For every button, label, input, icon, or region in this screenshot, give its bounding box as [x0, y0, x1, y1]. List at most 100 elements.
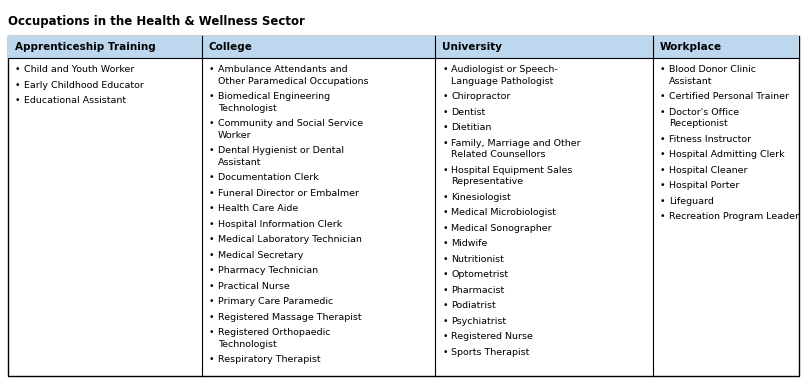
Bar: [8, 36, 202, 58]
Text: Pharmacy Technician: Pharmacy Technician: [218, 266, 318, 275]
Text: •: •: [442, 92, 448, 101]
Text: •: •: [208, 355, 214, 364]
Text: Kinesiologist: Kinesiologist: [451, 193, 511, 201]
Text: •: •: [208, 119, 214, 128]
Text: Workplace: Workplace: [659, 42, 722, 52]
Text: •: •: [442, 270, 448, 279]
Text: Medical Laboratory Technician: Medical Laboratory Technician: [218, 235, 361, 244]
Text: •: •: [659, 150, 665, 159]
Text: •: •: [659, 134, 665, 144]
Text: •: •: [208, 65, 214, 74]
Text: Doctor's Office: Doctor's Office: [669, 107, 739, 117]
Text: Hospital Admitting Clerk: Hospital Admitting Clerk: [669, 150, 784, 159]
Text: Dietitian: Dietitian: [451, 123, 492, 132]
Text: •: •: [208, 146, 214, 155]
Text: •: •: [208, 266, 214, 275]
Text: Psychiatrist: Psychiatrist: [451, 317, 506, 325]
Text: Registered Nurse: Registered Nurse: [451, 332, 533, 341]
Text: Hospital Equipment Sales: Hospital Equipment Sales: [451, 165, 572, 175]
Text: •: •: [659, 196, 665, 206]
Text: •: •: [442, 65, 448, 74]
Text: •: •: [442, 317, 448, 325]
Text: Sports Therapist: Sports Therapist: [451, 348, 530, 356]
Text: •: •: [208, 92, 214, 101]
Text: •: •: [442, 223, 448, 233]
Text: •: •: [442, 193, 448, 201]
Text: Medical Secretary: Medical Secretary: [218, 251, 303, 259]
Text: Child and Youth Worker: Child and Youth Worker: [24, 65, 134, 74]
Text: Fitness Instructor: Fitness Instructor: [669, 134, 751, 144]
Text: Nutritionist: Nutritionist: [451, 254, 504, 264]
Text: Assistant: Assistant: [218, 157, 262, 167]
Text: Biomedical Engineering: Biomedical Engineering: [218, 92, 330, 101]
Text: Primary Care Paramedic: Primary Care Paramedic: [218, 297, 333, 306]
Text: •: •: [208, 173, 214, 182]
Text: Other Paramedical Occupations: Other Paramedical Occupations: [218, 76, 369, 86]
Text: Documentation Clerk: Documentation Clerk: [218, 173, 319, 182]
Text: •: •: [442, 254, 448, 264]
Text: Community and Social Service: Community and Social Service: [218, 119, 363, 128]
Text: Respiratory Therapist: Respiratory Therapist: [218, 355, 320, 364]
Text: Blood Donor Clinic: Blood Donor Clinic: [669, 65, 756, 74]
Text: •: •: [442, 123, 448, 132]
Text: •: •: [659, 92, 665, 101]
Text: •: •: [208, 328, 214, 337]
Text: Optometrist: Optometrist: [451, 270, 508, 279]
Text: •: •: [208, 251, 214, 259]
Text: •: •: [442, 348, 448, 356]
Text: •: •: [208, 282, 214, 290]
Bar: [202, 36, 436, 58]
Text: •: •: [208, 188, 214, 197]
Text: •: •: [208, 220, 214, 228]
Text: College: College: [208, 42, 253, 52]
Text: Medical Microbiologist: Medical Microbiologist: [451, 208, 556, 217]
Text: Funeral Director or Embalmer: Funeral Director or Embalmer: [218, 188, 359, 197]
Text: Hospital Cleaner: Hospital Cleaner: [669, 165, 747, 175]
Text: Recreation Program Leader: Recreation Program Leader: [669, 212, 799, 221]
Text: Hospital Porter: Hospital Porter: [669, 181, 739, 190]
Text: Registered Orthopaedic: Registered Orthopaedic: [218, 328, 330, 337]
Text: •: •: [659, 181, 665, 190]
Text: •: •: [208, 312, 214, 322]
Text: Language Pathologist: Language Pathologist: [451, 76, 554, 86]
Text: •: •: [442, 301, 448, 310]
Text: Apprenticeship Training: Apprenticeship Training: [15, 42, 155, 52]
Text: •: •: [659, 65, 665, 74]
Text: University: University: [442, 42, 502, 52]
Text: Midwife: Midwife: [451, 239, 488, 248]
Text: Dental Hygienist or Dental: Dental Hygienist or Dental: [218, 146, 344, 155]
Text: Technologist: Technologist: [218, 340, 277, 348]
Text: •: •: [442, 239, 448, 248]
Text: •: •: [442, 139, 448, 147]
Text: Chiropractor: Chiropractor: [451, 92, 510, 101]
Text: Practical Nurse: Practical Nurse: [218, 282, 290, 290]
Text: •: •: [442, 107, 448, 117]
Bar: [8, 36, 799, 376]
Text: •: •: [442, 208, 448, 217]
Text: Dentist: Dentist: [451, 107, 485, 117]
Text: •: •: [15, 65, 20, 74]
Text: Technologist: Technologist: [218, 104, 277, 113]
Text: •: •: [208, 204, 214, 213]
Text: Registered Massage Therapist: Registered Massage Therapist: [218, 312, 361, 322]
Text: Receptionist: Receptionist: [669, 119, 728, 128]
Text: Representative: Representative: [451, 177, 523, 186]
Bar: [436, 36, 653, 58]
Text: Audiologist or Speech-: Audiologist or Speech-: [451, 65, 558, 74]
Text: Early Childhood Educator: Early Childhood Educator: [24, 81, 144, 89]
Text: Medical Sonographer: Medical Sonographer: [451, 223, 551, 233]
Text: Educational Assistant: Educational Assistant: [24, 96, 126, 105]
Text: •: •: [659, 212, 665, 221]
Text: •: •: [442, 285, 448, 295]
Text: Health Care Aide: Health Care Aide: [218, 204, 298, 213]
Text: Assistant: Assistant: [669, 76, 712, 86]
Bar: [653, 36, 799, 58]
Text: •: •: [659, 165, 665, 175]
Text: •: •: [208, 235, 214, 244]
Text: Pharmacist: Pharmacist: [451, 285, 505, 295]
Text: Ambulance Attendants and: Ambulance Attendants and: [218, 65, 348, 74]
Text: Occupations in the Health & Wellness Sector: Occupations in the Health & Wellness Sec…: [8, 15, 305, 28]
Text: •: •: [208, 297, 214, 306]
Text: Podiatrist: Podiatrist: [451, 301, 496, 310]
Text: •: •: [15, 96, 20, 105]
